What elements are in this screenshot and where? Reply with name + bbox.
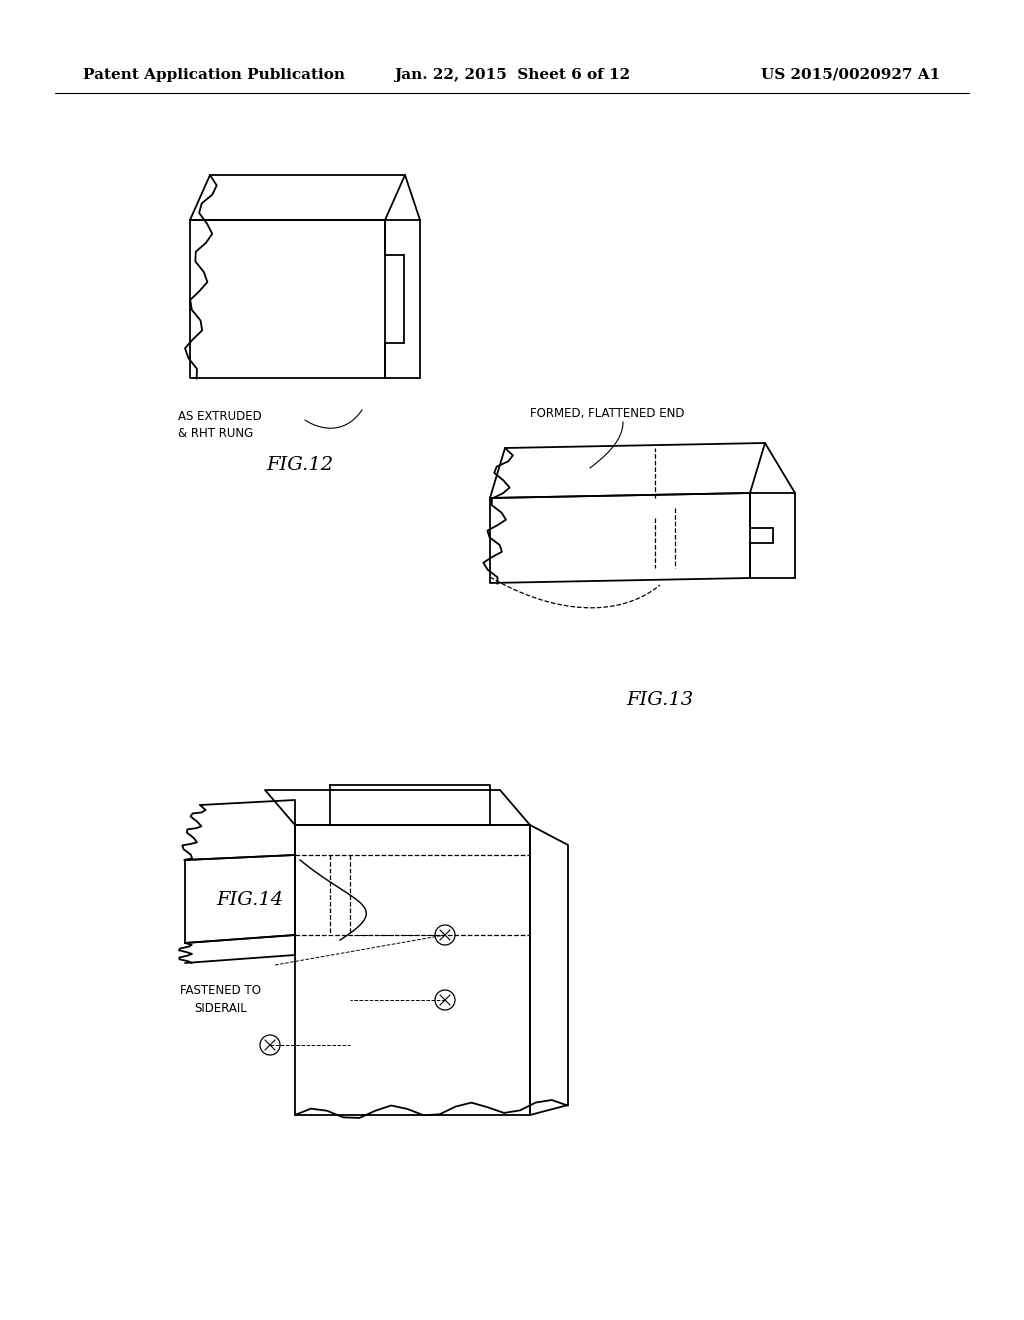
Text: FASTENED TO
SIDERAIL: FASTENED TO SIDERAIL — [180, 985, 261, 1015]
Text: US 2015/0020927 A1: US 2015/0020927 A1 — [761, 69, 940, 82]
Text: FIG.12: FIG.12 — [266, 455, 334, 474]
Text: Jan. 22, 2015  Sheet 6 of 12: Jan. 22, 2015 Sheet 6 of 12 — [394, 69, 630, 82]
Text: AS EXTRUDED
& RHT RUNG: AS EXTRUDED & RHT RUNG — [178, 411, 262, 440]
Text: FIG.13: FIG.13 — [627, 690, 693, 709]
Text: FIG.14: FIG.14 — [216, 891, 284, 909]
Text: FORMED, FLATTENED END: FORMED, FLATTENED END — [530, 407, 684, 420]
Text: Patent Application Publication: Patent Application Publication — [83, 69, 345, 82]
